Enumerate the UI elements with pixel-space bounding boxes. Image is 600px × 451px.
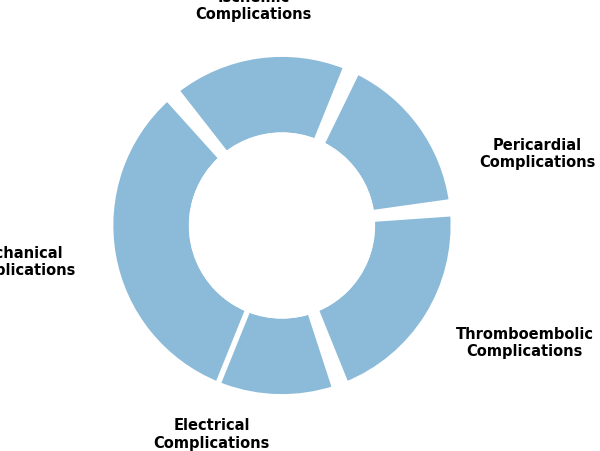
Text: Pericardial
Complications: Pericardial Complications (479, 138, 595, 170)
Circle shape (190, 133, 374, 318)
Wedge shape (176, 54, 346, 154)
Text: Thromboembolic
Complications: Thromboembolic Complications (456, 327, 594, 359)
Text: Electrical
Complications: Electrical Complications (154, 419, 270, 451)
Wedge shape (316, 213, 454, 384)
Wedge shape (110, 98, 248, 384)
Wedge shape (322, 71, 452, 213)
Text: Ischemic
Complications: Ischemic Complications (195, 0, 311, 22)
Text: Mechanical
Complications: Mechanical Complications (0, 246, 76, 278)
Wedge shape (137, 273, 335, 397)
